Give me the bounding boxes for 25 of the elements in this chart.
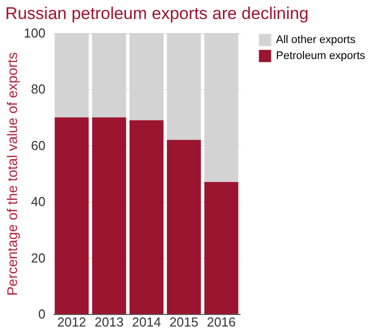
chart-title: Russian petroleum exports are declining — [5, 4, 309, 23]
bar — [54, 117, 89, 314]
y-axis-title: Percentage of the total value of exports — [4, 52, 20, 296]
legend-label: All other exports — [276, 34, 356, 46]
y-tick-label: 100 — [24, 26, 46, 40]
y-tick-label: 0 — [38, 306, 46, 322]
y-tick-label: 40 — [31, 194, 46, 210]
bar — [54, 33, 89, 118]
x-tick-label: 2012 — [57, 314, 86, 330]
bar — [204, 182, 238, 314]
y-tick-label: 80 — [31, 82, 46, 97]
bar — [92, 33, 126, 118]
x-tick-label: 2015 — [169, 314, 198, 330]
y-tick-label: 60 — [31, 138, 46, 153]
bar — [130, 120, 164, 314]
x-tick-label: 2014 — [132, 314, 161, 330]
legend-label: Petroleum exports — [276, 50, 366, 62]
y-tick-label: 20 — [31, 250, 46, 266]
bar — [166, 33, 201, 140]
bar — [166, 140, 201, 314]
x-tick-label: 2016 — [206, 314, 236, 330]
bar — [92, 117, 126, 314]
bar — [204, 33, 238, 182]
x-tick-label: 2013 — [94, 314, 124, 330]
bar — [130, 33, 164, 120]
